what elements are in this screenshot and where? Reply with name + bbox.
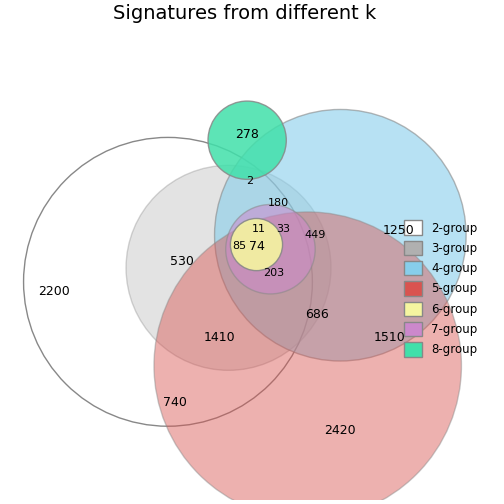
Text: 74: 74 bbox=[248, 240, 265, 253]
Circle shape bbox=[154, 212, 462, 504]
Text: 33: 33 bbox=[277, 224, 290, 234]
Text: 740: 740 bbox=[163, 397, 187, 409]
Text: 85: 85 bbox=[233, 241, 247, 251]
Text: 530: 530 bbox=[170, 255, 194, 268]
Text: 203: 203 bbox=[263, 268, 284, 278]
Text: 1510: 1510 bbox=[374, 331, 406, 344]
Text: 449: 449 bbox=[304, 230, 326, 240]
Text: 2420: 2420 bbox=[325, 424, 356, 437]
Text: 180: 180 bbox=[267, 198, 288, 208]
Text: 2: 2 bbox=[246, 176, 254, 186]
Circle shape bbox=[215, 109, 466, 361]
Text: 1250: 1250 bbox=[383, 224, 415, 237]
Text: 2200: 2200 bbox=[38, 285, 70, 298]
Circle shape bbox=[126, 165, 331, 370]
Text: 11: 11 bbox=[251, 224, 265, 234]
Text: 278: 278 bbox=[235, 128, 259, 141]
Legend: 2-group, 3-group, 4-group, 5-group, 6-group, 7-group, 8-group: 2-group, 3-group, 4-group, 5-group, 6-gr… bbox=[401, 217, 481, 360]
Circle shape bbox=[230, 218, 283, 271]
Text: 686: 686 bbox=[305, 308, 329, 321]
Title: Signatures from different k: Signatures from different k bbox=[113, 4, 376, 23]
Circle shape bbox=[208, 101, 286, 179]
Text: 1410: 1410 bbox=[204, 331, 235, 344]
Circle shape bbox=[226, 205, 315, 294]
